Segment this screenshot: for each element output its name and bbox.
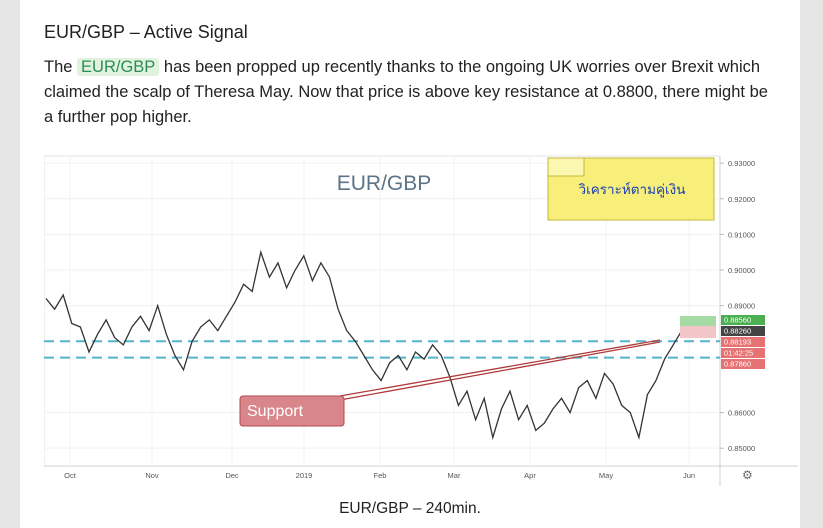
price-tick-label: 0.91000	[728, 230, 755, 239]
price-tick-label: 0.85000	[728, 444, 755, 453]
price-tick-label: 0.90000	[728, 266, 755, 275]
price-marker-label: 0.88560	[724, 316, 751, 325]
price-marker-label: 0.88193	[724, 338, 751, 347]
price-marker	[721, 337, 765, 347]
time-tick-label: Oct	[64, 471, 77, 480]
time-tick-label: May	[599, 471, 613, 480]
price-marker-label: 01:42:25	[724, 349, 753, 358]
time-tick-label: Dec	[225, 471, 239, 480]
sticky-note-fold	[547, 157, 585, 177]
support-trend-line-2	[339, 341, 661, 401]
target-zone-box	[680, 316, 716, 326]
settings-gear-icon[interactable]: ⚙	[742, 468, 753, 482]
time-tick-label: 2019	[296, 471, 313, 480]
support-label-box	[239, 395, 345, 427]
support-trend-line	[339, 339, 661, 397]
price-series-line	[45, 249, 700, 441]
pair-tag-link[interactable]: EUR/GBP	[77, 58, 160, 76]
price-tick-label: 0.89000	[728, 302, 755, 311]
time-tick-label: Apr	[524, 471, 536, 480]
para-before: The	[44, 58, 78, 76]
price-marker	[721, 359, 765, 369]
article-paragraph: The EUR/GBP has been propped up recently…	[44, 55, 774, 130]
price-tick-label: 0.93000	[728, 159, 755, 168]
time-tick-label: Nov	[145, 471, 159, 480]
time-tick-label: Mar	[448, 471, 461, 480]
price-marker	[721, 326, 765, 336]
price-marker-label: 0.87860	[724, 360, 751, 369]
article-heading: EUR/GBP – Active Signal	[44, 22, 248, 42]
sticky-note-text: วิเคราะห์ตามคู่เงิน	[578, 181, 685, 198]
chart-watermark: EUR/GBP	[337, 172, 432, 195]
price-marker-label: 0.88260	[724, 327, 751, 336]
time-tick-label: Jun	[683, 471, 695, 480]
article-card: EUR/GBP – Active Signal The EUR/GBP has …	[20, 0, 800, 528]
time-tick-label: Feb	[374, 471, 387, 480]
price-tick-label: 0.92000	[728, 195, 755, 204]
stop-zone-box	[680, 326, 716, 338]
price-tick-label: 0.86000	[728, 409, 755, 418]
price-marker	[721, 348, 765, 358]
price-chart: 0.93000 0.92000 0.91000 0.90000 0.89000 0.860…	[43, 150, 798, 496]
support-label: Support	[247, 403, 304, 420]
chart-caption: EUR/GBP – 240min.	[339, 500, 481, 517]
price-marker	[721, 315, 765, 325]
chart-svg: 0.93000 0.92000 0.91000 0.90000 0.89000 0.860…	[43, 155, 798, 496]
para-after: has been propped up recently thanks to t…	[44, 58, 768, 126]
